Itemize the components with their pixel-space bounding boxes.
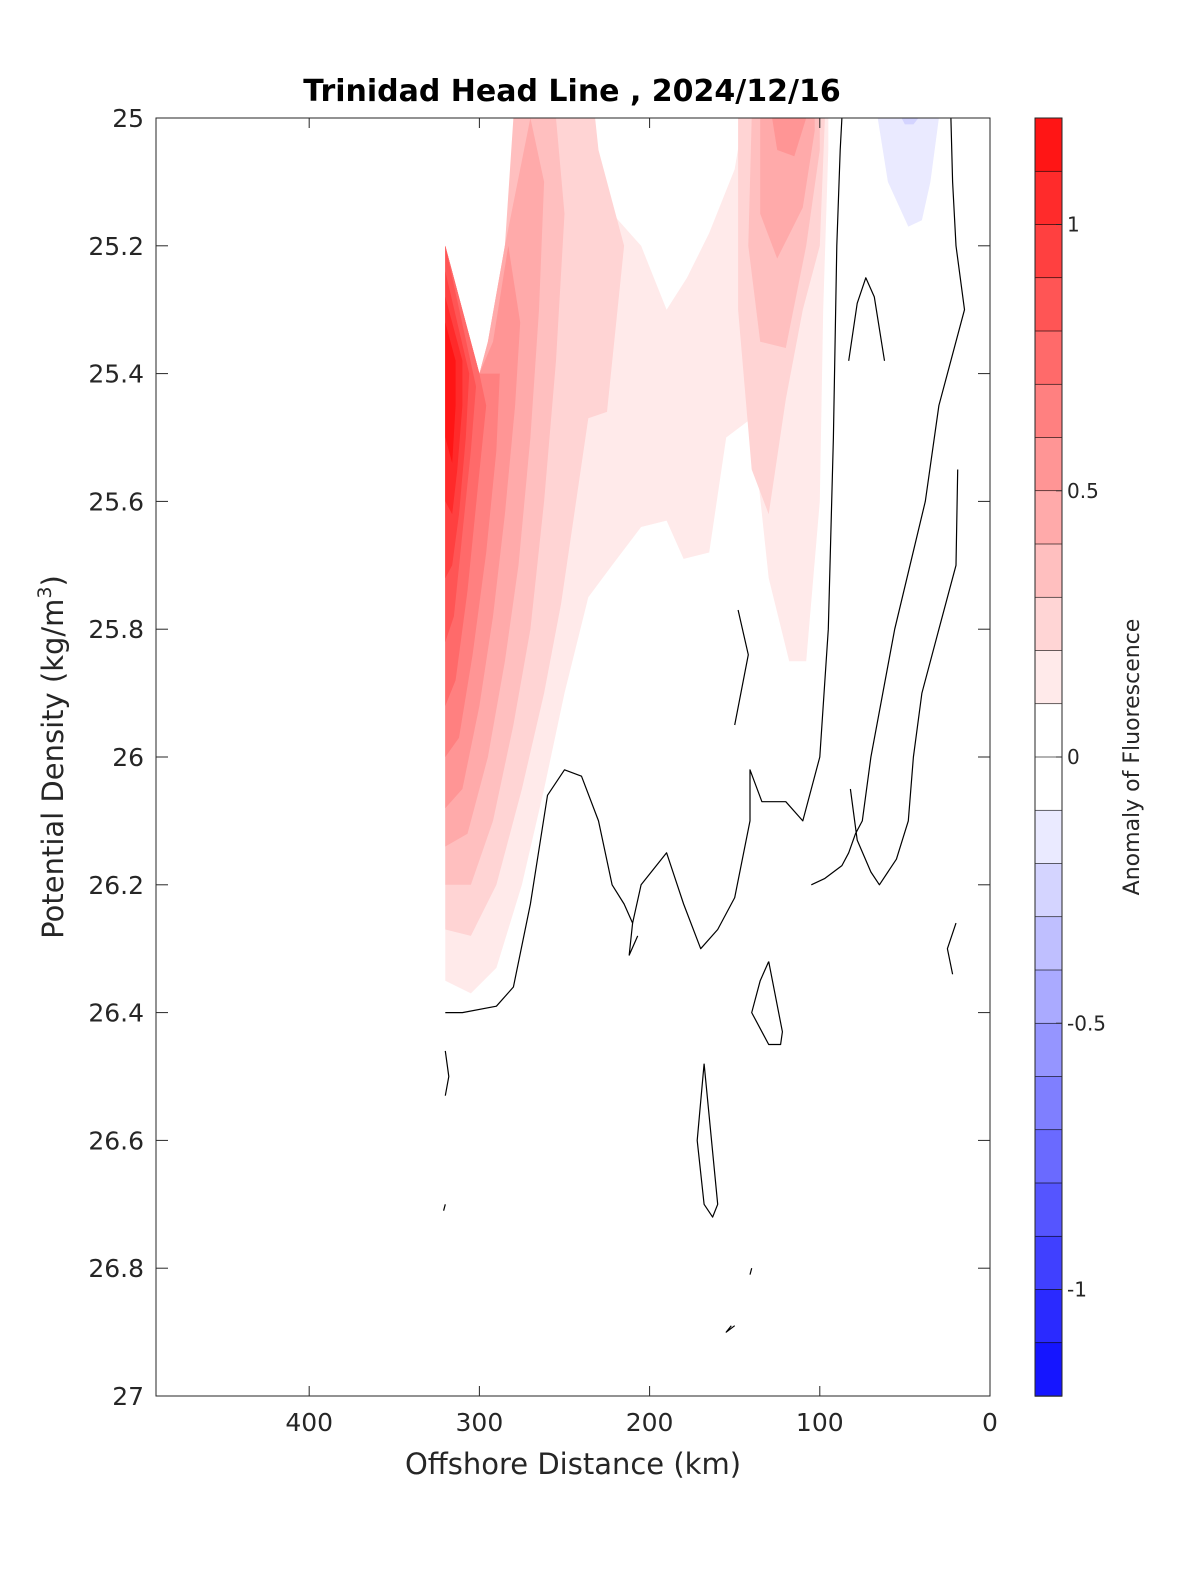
y-tick-label: 27 [112,1382,144,1411]
colorbar-label: Anomaly of Fluorescence [1120,619,1145,896]
colorbar-cell [1034,756,1063,811]
plot-area: 400 300 200 100 0 25 25.2 25.4 25.6 25.8 26 26.2 26… [88,104,998,1437]
colorbar-cell [1034,383,1063,439]
colorbar-cell [1034,1129,1063,1184]
zero-contour-line [628,923,639,956]
colorbar-tick-label: 0.5 [1067,479,1099,503]
zero-contour-line [811,118,966,886]
colorbar-cell [1034,650,1063,705]
colorbar: 1 0.5 0 -0.5 -1 Anomaly of Fluorescence [1034,117,1145,1397]
y-tick-label: 25 [112,104,144,133]
colorbar-cell [1034,809,1063,865]
x-axis-ticks: 400 300 200 100 0 [285,118,998,1437]
colorbar-cell [1034,1235,1063,1291]
y-axis-label-end: ) [36,575,70,586]
x-tick-label: 100 [796,1408,844,1437]
y-tick-label: 25.2 [88,232,144,261]
y-tick-label: 26.2 [88,871,144,900]
x-tick-label: 400 [285,1408,333,1437]
colorbar-cell [1034,437,1063,492]
filled-contours [445,118,939,994]
colorbar-cell [1034,1022,1063,1078]
filled-contour-band [901,118,919,125]
y-axis-label-superscript: 3 [34,586,56,598]
colorbar-cell [1034,703,1063,758]
y-tick-label: 26.6 [88,1126,144,1155]
y-axis-label: Potential Density (kg/m3) [34,575,70,939]
colorbar-tick-label: -0.5 [1067,1011,1106,1035]
y-tick-label: 26.4 [88,999,144,1028]
colorbar-cell [1034,1289,1063,1344]
chart-title: Trinidad Head Line , 2024/12/16 [303,74,840,109]
zero-contour-line [696,1063,719,1218]
colorbar-cell [1034,330,1063,385]
x-axis-label: Offshore Distance (km) [405,1447,741,1481]
zero-contour-line [751,961,784,1046]
colorbar-cells [1034,117,1063,1397]
colorbar-cell [1034,490,1063,545]
colorbar-cell [1034,1076,1063,1131]
colorbar-cell [1034,863,1063,918]
zero-contour-line [848,277,886,361]
colorbar-cell [1034,1182,1063,1237]
colorbar-tick-label: -1 [1067,1278,1087,1302]
zero-contour-line [849,469,959,886]
y-axis-ticks: 25 25.2 25.4 25.6 25.8 26 26.2 26.4 26.6 26.8 27 [88,104,990,1411]
x-tick-label: 300 [456,1408,504,1437]
colorbar-ticks: 1 0.5 0 -0.5 -1 [1056,213,1106,1302]
colorbar-tick-label: 0 [1067,745,1080,769]
filled-contour-band [760,118,815,259]
y-tick-label: 26.8 [88,1254,144,1283]
zero-contour-lines [443,118,966,1333]
zero-contour-line [445,118,843,1014]
y-tick-label: 25.6 [88,487,144,516]
filled-contour-band [772,118,807,157]
y-tick-label: 25.8 [88,615,144,644]
zero-contour-line [725,1325,736,1333]
zero-contour-line [749,1268,753,1275]
colorbar-tick-label: 1 [1067,213,1080,237]
y-axis-label-main: Potential Density (kg/m [36,599,70,939]
zero-contour-line [443,1204,446,1211]
colorbar-cell [1034,969,1063,1024]
colorbar-cell [1034,543,1063,598]
colorbar-cell [1034,277,1063,332]
zero-contour-line [444,1050,450,1096]
filled-contour-band [877,118,939,227]
colorbar-cell [1034,117,1063,172]
zero-contour-line [946,922,957,975]
y-tick-label: 26 [112,743,144,772]
x-tick-label: 0 [982,1408,998,1437]
zero-contour-line [734,609,749,726]
colorbar-cell [1034,1342,1063,1397]
colorbar-cell [1034,224,1063,279]
colorbar-cell [1034,916,1063,971]
colorbar-cell [1034,596,1063,652]
colorbar-cell [1034,170,1063,226]
filled-contour-band [445,322,456,464]
y-tick-label: 25.4 [88,360,144,389]
x-tick-label: 200 [626,1408,674,1437]
